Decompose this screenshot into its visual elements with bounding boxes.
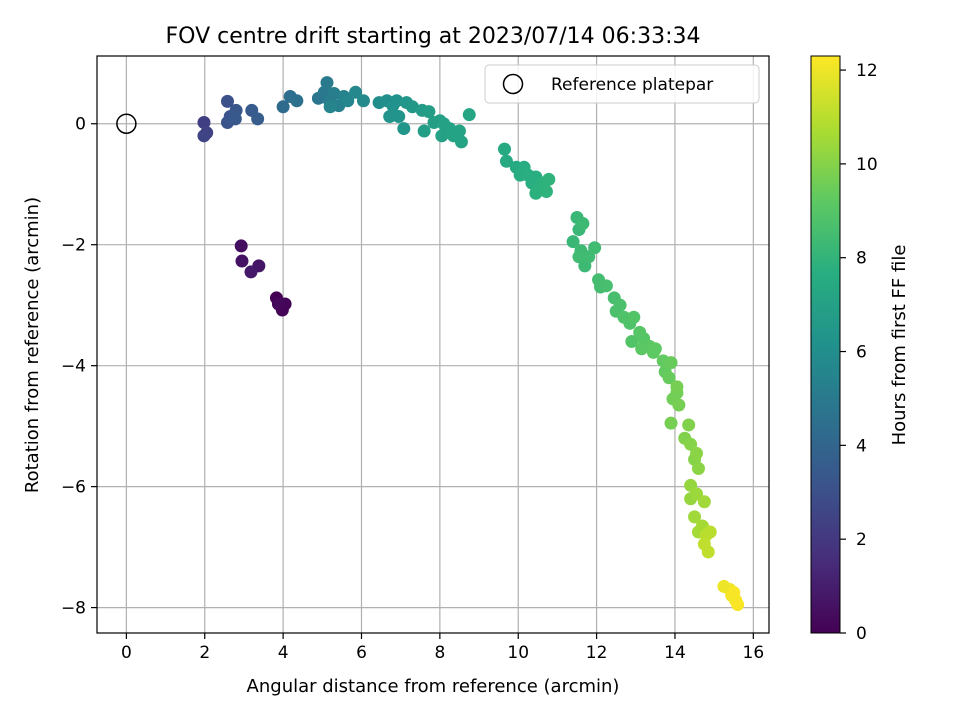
- y-axis-ticks: 0 −2 −4 −6 −8: [61, 115, 97, 619]
- data-point: [664, 356, 678, 370]
- colorbar-gradient: [810, 55, 841, 634]
- data-point: [356, 94, 370, 108]
- data-point: [688, 510, 702, 524]
- data-point: [422, 105, 436, 119]
- data-point: [290, 94, 304, 108]
- legend-label: Reference platepar: [551, 75, 713, 95]
- data-point: [542, 172, 556, 186]
- data-point: [691, 461, 705, 475]
- y-tick-label: −4: [61, 357, 86, 377]
- data-point: [599, 279, 613, 293]
- data-point: [197, 116, 211, 130]
- data-point: [576, 217, 590, 231]
- colorbar-tick-label: 0: [856, 624, 867, 644]
- x-axis-ticks: 0 2 4 6 8 10 12 14 16: [121, 633, 764, 663]
- colorbar-tick-label: 12: [856, 61, 878, 81]
- data-point: [235, 254, 249, 268]
- x-tick-label: 4: [278, 643, 289, 663]
- grid-lines: [97, 56, 769, 633]
- x-tick-label: 16: [743, 643, 765, 663]
- x-tick-label: 12: [586, 643, 608, 663]
- data-point: [349, 85, 363, 99]
- x-tick-label: 0: [121, 643, 132, 663]
- data-point: [566, 235, 580, 249]
- data-point: [323, 100, 337, 114]
- x-tick-label: 6: [356, 643, 367, 663]
- data-point: [397, 122, 411, 136]
- data-point: [271, 297, 285, 311]
- colorbar: 0 2 4 6 8 10 12 Hours from first FF file: [810, 55, 910, 644]
- y-tick-label: −8: [61, 599, 86, 619]
- data-point: [727, 585, 741, 599]
- legend-marker-icon: [502, 73, 524, 95]
- colorbar-tick-label: 2: [856, 530, 867, 550]
- data-point: [390, 94, 404, 108]
- x-tick-label: 10: [507, 643, 529, 663]
- data-point: [664, 416, 678, 430]
- x-tick-label: 14: [664, 643, 686, 663]
- data-point: [276, 100, 290, 114]
- data-point: [613, 298, 627, 312]
- data-point: [251, 112, 265, 126]
- data-point: [701, 545, 715, 559]
- data-point: [320, 76, 334, 90]
- data-point: [682, 418, 696, 432]
- data-point: [417, 124, 431, 138]
- plot-frame: [96, 55, 770, 634]
- data-point: [234, 239, 248, 253]
- data-point: [690, 446, 704, 460]
- data-point: [539, 184, 553, 198]
- data-point: [731, 598, 745, 612]
- data-points: [197, 76, 745, 612]
- data-point: [588, 241, 602, 255]
- data-point: [499, 154, 513, 168]
- data-point: [383, 109, 397, 123]
- y-tick-label: 0: [75, 115, 86, 135]
- data-point: [454, 135, 468, 149]
- data-point: [690, 487, 704, 501]
- reference-platepar-marker: [116, 113, 137, 134]
- data-point: [405, 100, 419, 114]
- data-point: [220, 94, 234, 108]
- colorbar-tick-label: 4: [856, 436, 867, 456]
- colorbar-tick-label: 8: [856, 249, 867, 269]
- legend: Reference platepar: [484, 64, 760, 104]
- data-point: [452, 124, 466, 138]
- data-point: [197, 129, 211, 143]
- data-point: [662, 371, 676, 385]
- data-point: [327, 86, 341, 100]
- data-point: [341, 94, 355, 108]
- data-point: [670, 380, 684, 394]
- data-point: [462, 108, 476, 122]
- x-axis-label: Angular distance from reference (arcmin): [247, 676, 620, 697]
- data-point: [703, 525, 717, 539]
- y-tick-label: −2: [61, 236, 86, 256]
- data-point: [244, 265, 258, 279]
- y-tick-label: −6: [61, 478, 86, 498]
- colorbar-tick-label: 6: [856, 343, 867, 363]
- data-point: [648, 342, 662, 356]
- data-point: [697, 495, 711, 509]
- data-point: [392, 109, 406, 123]
- x-tick-label: 2: [199, 643, 210, 663]
- data-point: [627, 310, 641, 324]
- data-point: [572, 250, 586, 264]
- data-point: [672, 398, 686, 412]
- colorbar-tick-label: 10: [856, 155, 878, 175]
- data-point: [498, 142, 512, 156]
- chart-title: FOV centre drift starting at 2023/07/14 …: [166, 24, 701, 49]
- y-axis-label: Rotation from reference (arcmin): [22, 197, 43, 493]
- data-point: [625, 334, 639, 348]
- colorbar-ticks: 0 2 4 6 8 10 12: [840, 61, 878, 644]
- x-tick-label: 8: [434, 643, 445, 663]
- colorbar-label: Hours from first FF file: [889, 245, 910, 446]
- data-point: [228, 112, 242, 126]
- legend-box: [484, 64, 760, 104]
